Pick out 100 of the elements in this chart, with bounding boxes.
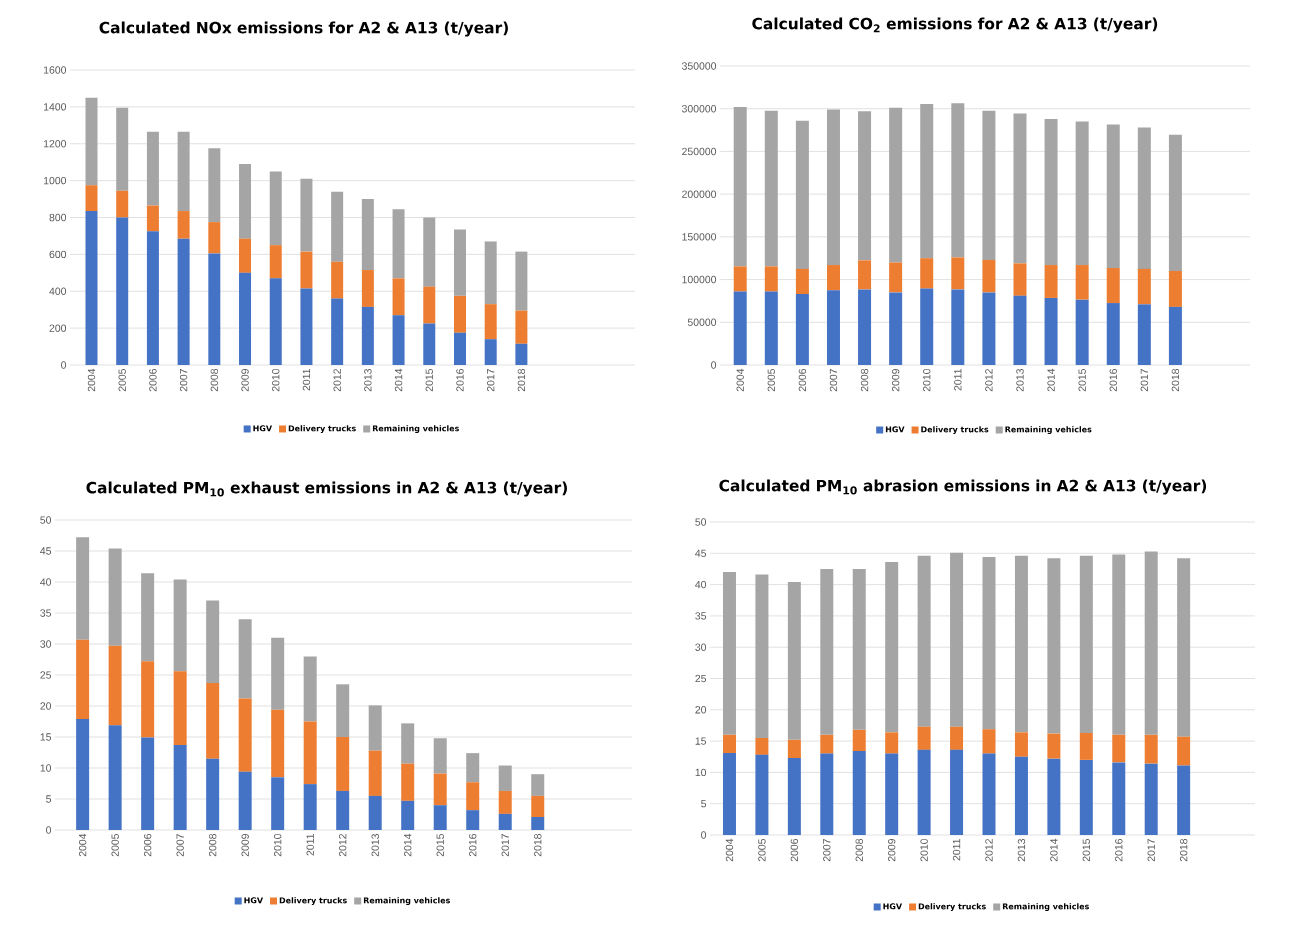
bar (852, 729, 866, 752)
bar (826, 265, 840, 291)
bar (116, 107, 129, 191)
y-tick-label: 300000 (681, 105, 717, 113)
bar (466, 753, 480, 783)
bar (1112, 734, 1126, 763)
bar (1168, 271, 1182, 307)
y-tick-label: 15 (695, 737, 707, 745)
y-tick-label: 25 (695, 674, 707, 683)
bar (466, 810, 480, 830)
y-tick-label: 250000 (682, 147, 717, 156)
y-tick-label: 400 (49, 287, 67, 295)
bar (1144, 734, 1158, 764)
y-tick-label: 50000 (687, 318, 717, 326)
bar (401, 763, 415, 801)
bar (858, 111, 872, 261)
x-tick-label: 2013 (1017, 838, 1026, 862)
bar (858, 289, 872, 365)
bar (1075, 121, 1089, 266)
bar (733, 291, 747, 365)
bar (733, 266, 747, 292)
bar (116, 190, 129, 218)
x-tick-label: 2008 (208, 833, 217, 857)
bar (331, 298, 344, 365)
bar (303, 721, 317, 785)
bar (950, 552, 964, 727)
bar (764, 291, 778, 365)
bar (208, 222, 221, 254)
bar (85, 185, 98, 212)
bar (466, 782, 480, 811)
bar (950, 749, 964, 835)
y-tick-label: 0 (711, 361, 717, 369)
bar (951, 289, 965, 365)
x-tick-label: 2013 (364, 368, 372, 392)
bar (531, 774, 545, 796)
x-tick-label: 2009 (241, 369, 249, 392)
y-tick-label: 5 (701, 800, 707, 808)
bar (108, 548, 122, 646)
bar (1079, 732, 1093, 760)
bar (795, 294, 809, 365)
x-tick-label: 2014 (1047, 368, 1055, 392)
bar (1079, 555, 1093, 733)
bar (826, 109, 840, 266)
bar (1047, 733, 1061, 759)
bar (361, 306, 374, 365)
bar (271, 709, 285, 778)
chart-title: Calculated PM$_{10}$ exhaust emissions in A2 & A13 (t/year) (86, 481, 567, 497)
bar (269, 278, 282, 365)
bar (453, 229, 466, 296)
bar (141, 573, 155, 662)
bar (531, 816, 545, 830)
y-tick-label: 40 (695, 580, 707, 589)
x-tick-label: 2018 (1179, 838, 1188, 862)
bar (401, 800, 415, 830)
bar (1044, 265, 1058, 298)
x-tick-label: 2006 (798, 368, 807, 392)
bar (269, 171, 282, 246)
bar (920, 104, 934, 259)
x-tick-label: 2005 (758, 838, 766, 862)
bar (826, 290, 840, 365)
bar (764, 110, 778, 267)
bar (982, 557, 996, 730)
bar (889, 262, 903, 293)
x-tick-label: 2017 (1147, 839, 1155, 862)
bar (1014, 756, 1028, 835)
y-tick-label: 35 (695, 612, 707, 620)
bar (423, 217, 436, 287)
bar (208, 253, 221, 365)
x-tick-label: 2009 (887, 839, 896, 862)
bar (885, 562, 899, 733)
bar (1047, 558, 1061, 734)
bar (889, 292, 903, 365)
y-tick-label: 0 (46, 826, 52, 834)
bar (238, 771, 252, 830)
bar (423, 286, 436, 324)
bar (76, 639, 90, 720)
x-tick-label: 2005 (767, 368, 776, 392)
x-tick-label: 2017 (486, 369, 495, 392)
bar (116, 217, 129, 365)
x-tick-label: 2008 (860, 368, 869, 392)
bar (1013, 113, 1027, 264)
x-tick-label: 2010 (273, 833, 282, 857)
bar (920, 288, 934, 365)
x-tick-label: 2013 (1016, 368, 1024, 392)
bar (917, 555, 931, 727)
bar (173, 745, 187, 830)
bar (722, 572, 736, 735)
bar (392, 278, 405, 316)
bar (238, 619, 252, 699)
bar (433, 738, 447, 774)
bar (300, 178, 313, 252)
x-tick-label: 2017 (501, 834, 509, 857)
x-tick-label: 2007 (829, 369, 838, 392)
bar (1177, 765, 1191, 835)
bar (1144, 551, 1158, 735)
y-tick-label: 5 (46, 795, 52, 803)
bar (982, 753, 996, 835)
bar (755, 737, 769, 755)
bar (238, 698, 252, 772)
x-tick-label: 2018 (517, 368, 526, 392)
